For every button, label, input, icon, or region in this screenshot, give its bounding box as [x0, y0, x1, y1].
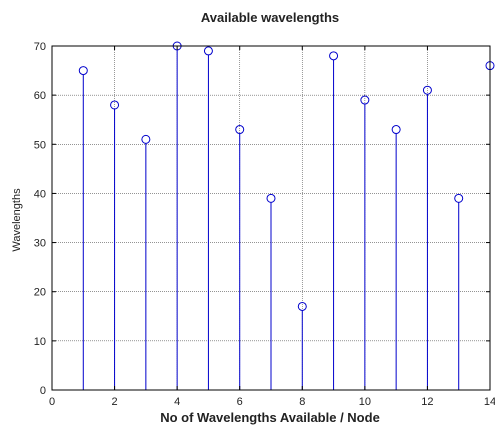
x-tick-label: 8 — [299, 396, 305, 408]
y-tick-label: 20 — [34, 287, 46, 299]
x-tick-label: 6 — [237, 396, 243, 408]
stem-marker — [329, 51, 339, 61]
stem-marker — [422, 85, 432, 95]
stem-marker — [297, 301, 307, 311]
y-tick-label: 60 — [34, 90, 46, 102]
x-tick-label: 0 — [49, 396, 55, 408]
y-tick-label: 30 — [34, 238, 46, 250]
stem-marker — [78, 66, 88, 76]
stem-marker — [266, 193, 276, 203]
stem-marker — [235, 125, 245, 135]
y-axis-label: Wavelengths — [11, 188, 23, 252]
stem-marker — [141, 134, 151, 144]
stem-marker — [203, 46, 213, 56]
x-tick-label: 2 — [112, 396, 118, 408]
axis-ticks: 0 2 4 6 8 10 12 14 0 10 20 30 40 50 60 70 — [34, 41, 495, 408]
x-tick-label: 14 — [484, 396, 495, 408]
y-tick-label: 0 — [40, 385, 46, 397]
stem-marker — [360, 95, 370, 105]
stem-marker — [454, 193, 464, 203]
stem-series — [78, 41, 495, 390]
y-tick-label: 40 — [34, 188, 46, 200]
y-tick-label: 10 — [34, 336, 46, 348]
x-axis-label: No of Wavelengths Available / Node — [160, 410, 380, 425]
x-tick-label: 12 — [421, 396, 433, 408]
stem-marker — [391, 125, 401, 135]
stem-marker — [110, 100, 120, 110]
chart-title: Available wavelengths — [201, 10, 339, 25]
x-tick-label: 4 — [174, 396, 180, 408]
plot-frame — [51, 45, 491, 391]
y-tick-label: 50 — [34, 139, 46, 151]
y-tick-label: 70 — [34, 41, 46, 53]
x-tick-label: 10 — [359, 396, 371, 408]
